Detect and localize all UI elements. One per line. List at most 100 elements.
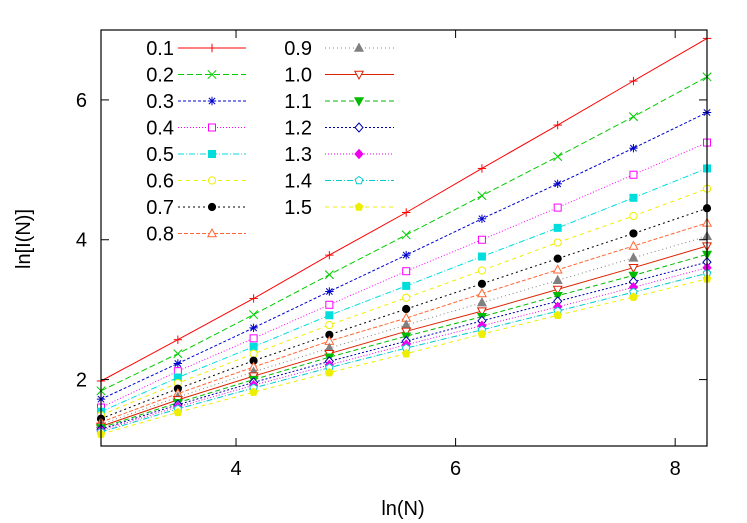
data-point [402, 304, 411, 314]
data-point [628, 271, 639, 281]
legend-label: 0.5 [146, 144, 174, 166]
data-point [628, 252, 639, 262]
x-tick-label: 6 [450, 458, 461, 480]
series-1.0 [95, 242, 713, 432]
legend-marker [353, 42, 365, 52]
x-tick-label: 4 [230, 458, 241, 480]
legend-item: 1.3 [284, 144, 394, 166]
data-point [477, 266, 487, 275]
legend-marker [206, 227, 218, 238]
y-tick-label: 2 [76, 370, 87, 392]
data-point [173, 359, 183, 368]
data-point [476, 297, 487, 307]
data-point [402, 293, 411, 302]
data-point [629, 76, 638, 86]
data-point [401, 250, 411, 260]
data-point [629, 143, 638, 153]
data-point [324, 367, 334, 377]
data-point [325, 287, 334, 296]
data-point [173, 407, 183, 417]
data-point [401, 349, 411, 358]
legend-item: 0.1 [146, 38, 246, 60]
data-point [553, 310, 563, 319]
legend-item: 0.7 [146, 197, 246, 219]
legend-label: 0.8 [146, 224, 174, 246]
data-point [552, 285, 563, 295]
data-point [553, 203, 562, 212]
data-point [629, 211, 638, 221]
data-point [477, 214, 487, 223]
data-point [477, 164, 487, 173]
data-point [249, 342, 258, 351]
legend-item: 1.4 [284, 171, 394, 193]
data-point [552, 264, 563, 274]
data-point [325, 250, 334, 260]
legend-label: 0.1 [146, 38, 174, 60]
data-point [477, 235, 486, 244]
series-line [100, 267, 708, 432]
legend-item: 0.4 [146, 118, 246, 140]
series-0.4 [97, 138, 711, 412]
data-point [553, 254, 562, 263]
data-point [325, 320, 334, 330]
legend-label: 1.2 [284, 118, 312, 140]
series-line [100, 167, 708, 413]
legend-item: 0.6 [146, 171, 246, 193]
series-line [100, 235, 708, 425]
legend-label: 1.1 [284, 91, 312, 113]
y-tick-label: 6 [76, 90, 87, 112]
legend-marker [207, 202, 217, 212]
legend-label: 1.3 [284, 144, 312, 166]
legend-item: 1.1 [284, 91, 394, 113]
data-point [173, 335, 183, 344]
data-point [249, 387, 258, 396]
data-point [402, 281, 411, 290]
legend-marker [354, 175, 364, 185]
tick-layer: 4 6 8 2 4 6 [76, 30, 707, 480]
data-point [553, 223, 562, 232]
data-point [629, 193, 638, 202]
legend-marker [354, 202, 364, 211]
series-0.6 [96, 184, 712, 420]
data-point [628, 240, 639, 250]
data-point [629, 229, 638, 238]
data-point [553, 151, 563, 162]
legend: 0.1 0.2 0.3 0.4 0.5 0.6 0.7 0.8 0.9 1.0 1.1 1.2 1.3 1… [146, 38, 394, 246]
data-point [249, 349, 258, 358]
y-tick-label: 4 [76, 230, 87, 252]
y-axis-label: ln[I(N)] [13, 209, 35, 269]
series-layer [95, 34, 713, 438]
data-point [401, 230, 411, 240]
series-line [100, 222, 708, 423]
legend-label: 1.4 [284, 171, 312, 193]
data-point [249, 334, 258, 343]
data-point [249, 310, 259, 320]
data-point [477, 279, 487, 288]
data-point [324, 270, 334, 280]
series-line [100, 253, 708, 429]
legend-item: 1.2 [284, 118, 394, 140]
x-axis-label: ln(N) [381, 498, 424, 520]
legend-item: 0.3 [146, 91, 246, 113]
legend-item: 0.9 [284, 38, 394, 60]
data-point [629, 292, 638, 301]
series-0.8 [95, 217, 713, 426]
data-point [476, 288, 487, 298]
data-point [553, 179, 562, 189]
data-point [553, 238, 562, 247]
legend-marker [353, 70, 365, 81]
data-point [477, 252, 486, 261]
series-0.3 [96, 108, 712, 404]
legend-label: 0.9 [284, 38, 312, 60]
series-0.2 [96, 72, 712, 396]
legend-marker [207, 69, 217, 80]
legend-marker [208, 123, 216, 132]
data-point [325, 300, 334, 309]
data-point [477, 191, 487, 201]
data-point [552, 274, 563, 284]
series-line [100, 188, 708, 416]
data-point [401, 208, 411, 217]
legend-item: 0.8 [146, 224, 246, 246]
data-point [628, 112, 638, 122]
